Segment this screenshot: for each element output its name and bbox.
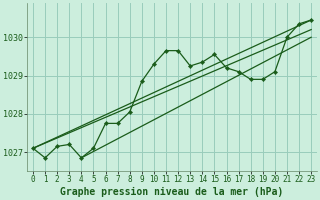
- X-axis label: Graphe pression niveau de la mer (hPa): Graphe pression niveau de la mer (hPa): [60, 187, 284, 197]
